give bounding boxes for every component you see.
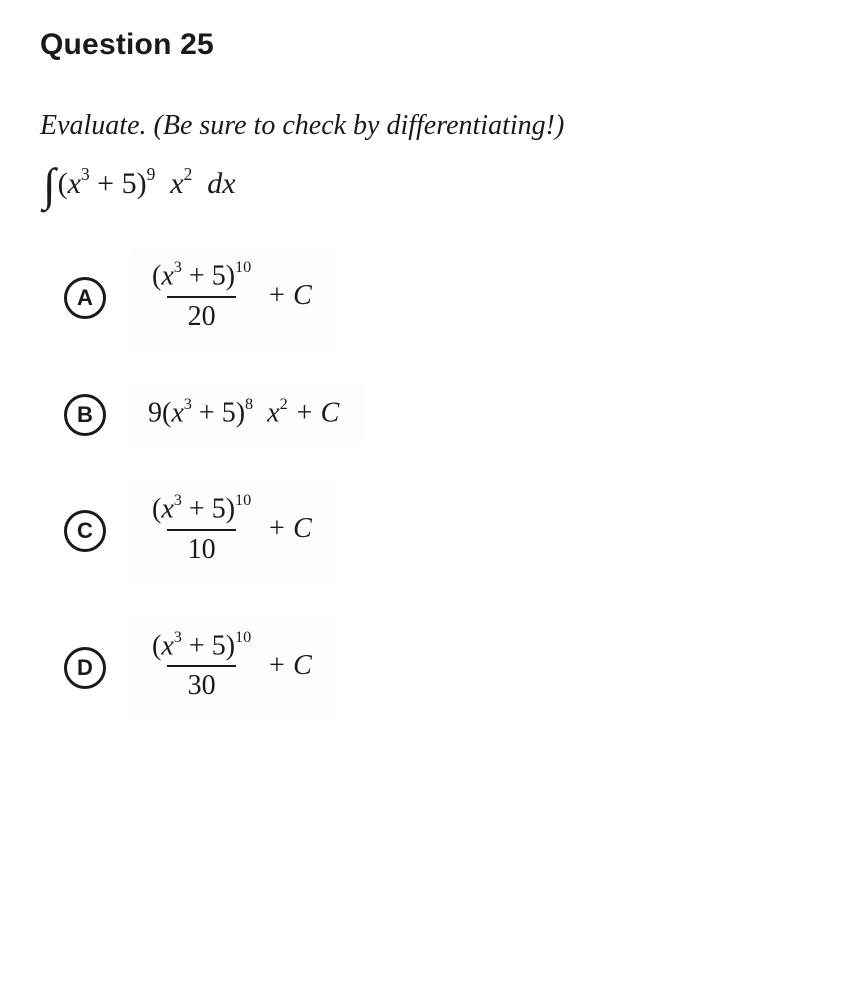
option-b[interactable]: B 9(x3 + 5)8 x2 + C (64, 387, 822, 443)
question-prompt: Evaluate. (Be sure to check by different… (40, 110, 822, 142)
option-letter: A (64, 277, 106, 319)
question-integral: ∫ (x3 + 5)9 x2 dx (43, 160, 822, 206)
option-formula: (x3 + 5)10 30 + C (132, 620, 334, 717)
option-letter: B (64, 394, 106, 436)
integral-sign-icon: ∫ (43, 162, 56, 208)
option-formula: (x3 + 5)10 10 + C (132, 483, 334, 580)
option-formula: 9(x3 + 5)8 x2 + C (132, 387, 361, 443)
option-letter: D (64, 647, 106, 689)
option-c[interactable]: C (x3 + 5)10 10 + C (64, 483, 822, 580)
option-d[interactable]: D (x3 + 5)10 30 + C (64, 620, 822, 717)
option-a[interactable]: A (x3 + 5)10 20 + C (64, 250, 822, 347)
question-title: Question 25 (40, 28, 822, 62)
options-list: A (x3 + 5)10 20 + C B 9(x3 + 5)8 (64, 250, 822, 716)
option-formula: (x3 + 5)10 20 + C (132, 250, 334, 347)
option-letter: C (64, 510, 106, 552)
